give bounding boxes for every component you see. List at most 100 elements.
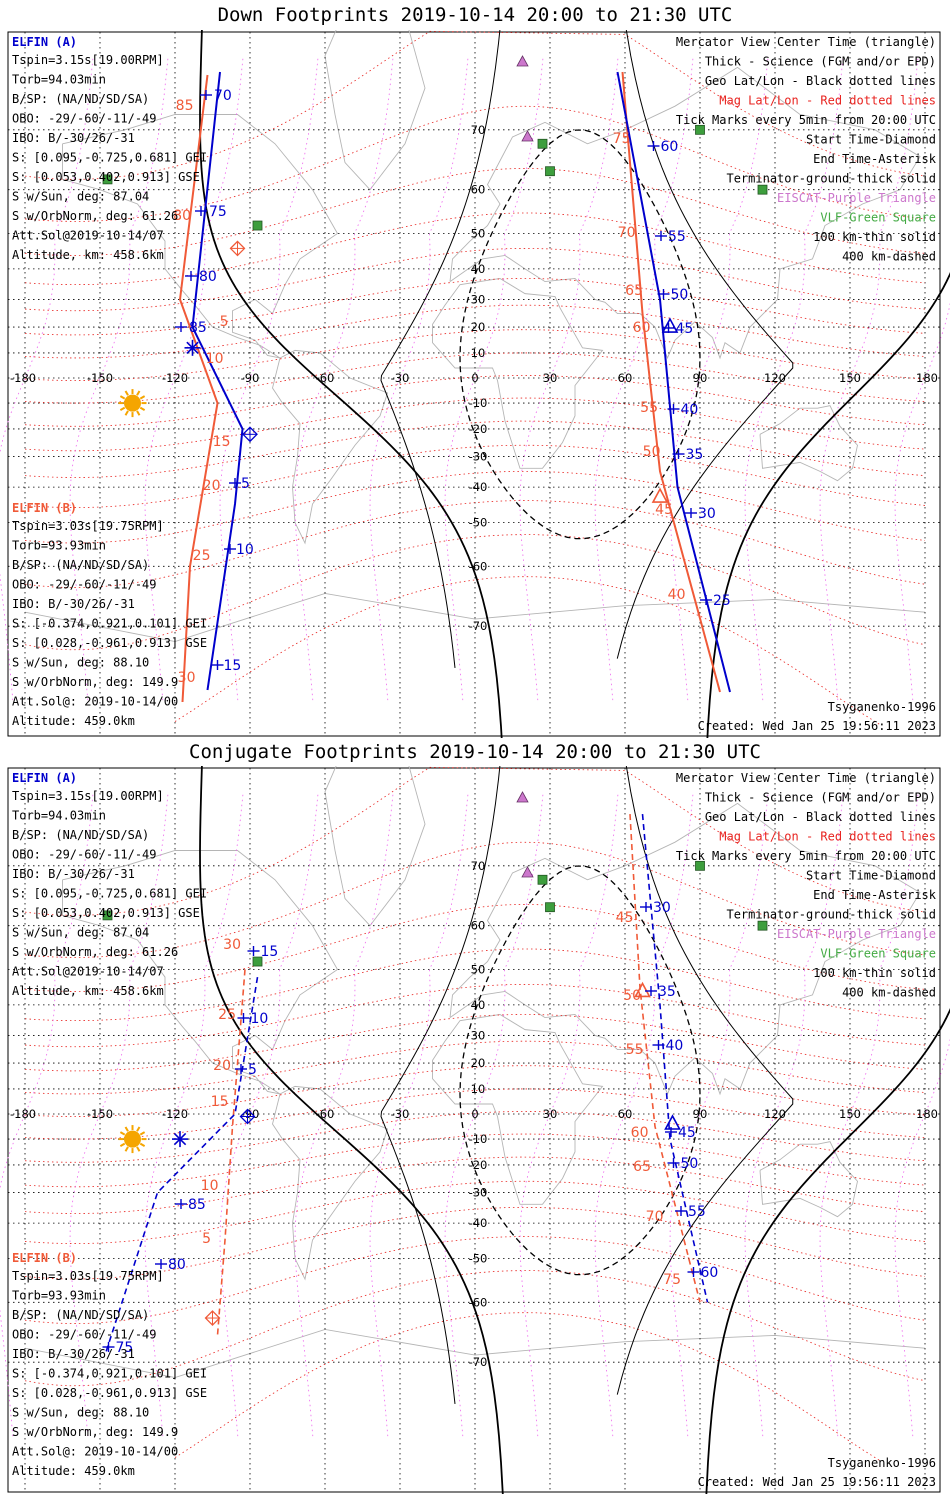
elfin-a-info-line: S: [0.053,0.402,0.913] GSE (12, 170, 200, 184)
elfin-a-info-line: Torb=94.03min (12, 809, 106, 823)
mag-meridian (744, 55, 844, 701)
elfin-b-tick-label: 30 (223, 937, 241, 953)
elfin-b-tick-label: 20 (203, 478, 221, 494)
elfin-a-tick-label: 15 (261, 944, 279, 960)
mag-parallel (24, 1180, 926, 1244)
range-100km-west (380, 766, 501, 1405)
lat-tick-label: -10 (469, 1132, 488, 1146)
legend-line: Terminator-ground-thick solid (726, 172, 936, 186)
mag-parallel (24, 1206, 926, 1280)
land-outline-0 (62, 850, 339, 1095)
sun-disc (124, 1130, 141, 1148)
legend-line: 400 km-dashed (842, 250, 936, 264)
elfin-b-tick-label: 30 (178, 670, 196, 686)
elfin-b-info-line: Att.Sol@: 2019-10-14/00 (12, 1445, 178, 1459)
land-outline-1 (272, 349, 389, 545)
eiscat-triangle-marker (516, 55, 529, 67)
elfin-a-info-line: OBO: -29/-60/-11/-49 (12, 848, 157, 862)
lon-tick-label: 120 (764, 1107, 786, 1121)
lon-tick-label: -150 (87, 1107, 113, 1121)
lon-tick-label: -180 (10, 371, 36, 385)
legend-line: Start Time-Diamond (806, 133, 936, 147)
center-time-triangle-b (634, 981, 651, 998)
elfin-b-tick-label: 45 (655, 502, 673, 518)
mag-parallel (24, 1270, 926, 1387)
lon-tick-label: -150 (87, 371, 113, 385)
sun-ray (119, 395, 126, 400)
elfin-b-info-line: B/SP: (NA/ND/SD/SA) (12, 1308, 149, 1322)
land-outline-6 (24, 592, 926, 642)
created-timestamp: Created: Wed Jan 25 19:56:11 2023 (698, 1475, 936, 1489)
lon-tick-label: 0 (471, 371, 478, 385)
lon-tick-label: -120 (162, 1107, 188, 1121)
mag-meridian (819, 55, 919, 701)
sun-ray (124, 1146, 129, 1152)
elfin-b-tick-label: 5 (202, 1231, 211, 1247)
elfin-b-heading: ELFIN (B) (12, 501, 77, 515)
sun-ray (139, 406, 146, 411)
elfin-a-tick-label: 50 (681, 1156, 699, 1172)
mag-parallel (24, 30, 926, 180)
lon-tick-label: 180 (916, 1107, 938, 1121)
mag-meridian (294, 791, 394, 1437)
sun-ray (119, 1131, 126, 1136)
legend-line: EISCAT-Purple Triangle (777, 927, 936, 941)
sun-ray (119, 406, 126, 411)
elfin-a-tick-label: 30 (698, 506, 716, 522)
range-400km-dashed (459, 129, 701, 540)
lat-tick-label: 70 (471, 859, 486, 873)
elfin-b-info-line: S w/Sun, deg: 88.10 (12, 1406, 149, 1420)
elfin-a-tick-label: 45 (676, 321, 694, 337)
elfin-b-tick-label: 75 (613, 131, 631, 147)
elfin-a-tick-label: 55 (688, 1204, 706, 1220)
lon-tick-label: -90 (241, 1107, 260, 1121)
mag-parallel (24, 948, 926, 1022)
vlf-square-marker (757, 920, 768, 931)
elfin-b-tick-label: 85 (176, 98, 194, 114)
lat-tick-label: 50 (471, 962, 486, 976)
mag-meridian (294, 55, 394, 701)
elfin-a-info-line: OBO: -29/-60/-11/-49 (12, 112, 157, 126)
vlf-square-marker (545, 902, 555, 913)
land-outline-5 (759, 1141, 858, 1218)
elfin-a-tick-label: 50 (671, 287, 689, 303)
mag-parallel (24, 420, 926, 478)
lat-tick-label: 60 (471, 183, 486, 197)
vlf-square-marker (102, 174, 113, 185)
elfin-b-info-line: Altitude: 459.0km (12, 1464, 135, 1478)
elfin-a-info-line: S: [0.095,-0.725,0.681] GEI (12, 151, 207, 165)
elfin-b-info-line: S: [-0.374,0.921,0.101] GEI (12, 1367, 207, 1381)
legend-line: End Time-Asterisk (813, 152, 937, 166)
sun-ray (136, 390, 141, 396)
elfin-b-tick-label: 75 (663, 1272, 681, 1288)
sun-ray (119, 1142, 126, 1147)
elfin-a-info-line: Altitude, km: 458.6km (12, 984, 164, 998)
elfin-b-tick-label: 25 (193, 548, 211, 564)
elfin-a-info-line: S w/OrbNorm, deg: 61.26 (12, 209, 178, 223)
asterisk-stroke (173, 1132, 187, 1146)
lat-tick-label: -30 (469, 1186, 488, 1200)
elfin-b-track-east (621, 71, 721, 693)
elfin-b-tick-label: 10 (201, 1178, 219, 1194)
elfin-b-tick-label: 15 (211, 1094, 229, 1110)
legend-line: Thick - Science (FGM and/or EPD) (705, 55, 936, 69)
elfin-b-tick-label: 40 (668, 587, 686, 603)
model-name: Tsyganenko-1996 (828, 1456, 936, 1470)
elfin-b-info-line: S: [0.028,-0.961,0.913] GSE (12, 636, 207, 650)
sun-ray (124, 410, 129, 416)
elfin-b-info-line: Torb=93.93min (12, 1289, 106, 1303)
lon-tick-label: 60 (618, 371, 633, 385)
start-diamond-marker-b (204, 1310, 221, 1326)
elfin-b-tick-label: 15 (213, 434, 231, 450)
lon-tick-label: -180 (10, 1107, 36, 1121)
elfin-a-tick-label: 60 (661, 139, 679, 155)
mag-meridian (519, 55, 619, 701)
mag-parallel (24, 1014, 926, 1072)
legend-line: End Time-Asterisk (813, 888, 937, 902)
sun-ray (124, 390, 129, 396)
vlf-square-marker (537, 874, 548, 885)
elfin-a-info-line: Altitude, km: 458.6km (12, 248, 164, 262)
elfin-a-info-line: IBO: B/-30/26/-31 (12, 131, 135, 145)
lat-tick-label: -50 (469, 1252, 488, 1266)
elfin-a-tick-label: 80 (199, 269, 217, 285)
